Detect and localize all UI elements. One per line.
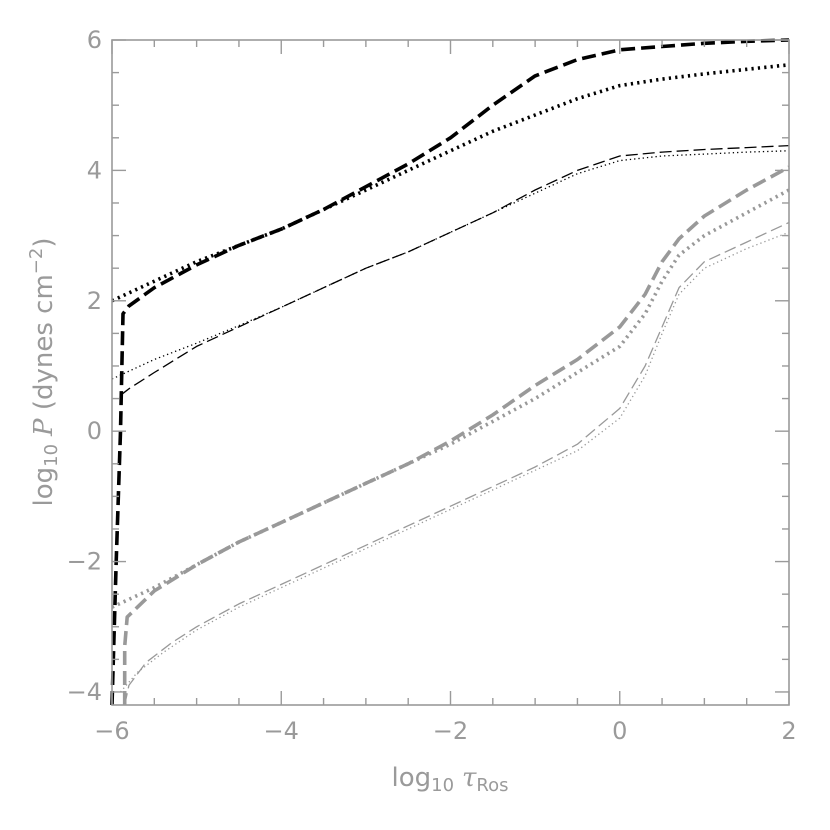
x-tick-label: 0 bbox=[612, 717, 627, 745]
x-tick-label: 2 bbox=[781, 717, 796, 745]
y-tick-label: 2 bbox=[87, 287, 102, 315]
x-tick-label: −4 bbox=[264, 717, 299, 745]
series-line-3 bbox=[120, 144, 790, 396]
series-line-8 bbox=[120, 231, 790, 693]
y-tick-label: −2 bbox=[67, 548, 102, 576]
y-tick-label: −4 bbox=[67, 678, 102, 706]
tick-layer: −6 −4 −2 0 2 −4 −2 0 2 4 6 bbox=[67, 26, 797, 745]
series-line-1 bbox=[110, 38, 790, 706]
series-line-5 bbox=[122, 165, 790, 705]
y-axis-label: log10P (dynes cm−2) bbox=[26, 238, 62, 507]
y-tick-label: 6 bbox=[87, 26, 102, 54]
x-axis-label: log10 τRos bbox=[391, 763, 508, 796]
y-tick-label: 0 bbox=[87, 417, 102, 445]
y-tick-label: 4 bbox=[87, 156, 102, 184]
series-line-6 bbox=[111, 188, 790, 609]
series-layer bbox=[110, 38, 790, 706]
series-line-2 bbox=[111, 63, 790, 303]
series-line-4 bbox=[111, 150, 790, 380]
x-tick-label: −2 bbox=[433, 717, 468, 745]
series-line-7 bbox=[124, 221, 790, 706]
x-tick-label: −6 bbox=[94, 717, 129, 745]
